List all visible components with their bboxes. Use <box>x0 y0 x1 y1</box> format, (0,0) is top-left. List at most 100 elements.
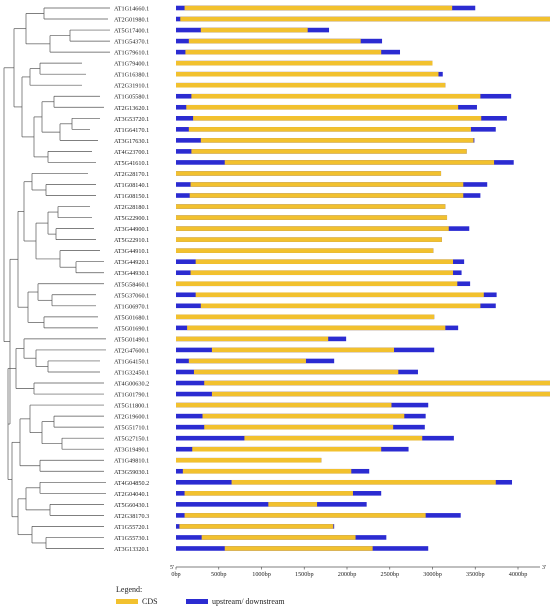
gene-label: AT5G27150.1 <box>114 436 149 443</box>
cds-bar <box>184 513 426 518</box>
three-prime-label: 3' <box>542 565 546 571</box>
cds-bar <box>176 314 435 320</box>
gene-label: AT4G04850.2 <box>114 480 149 487</box>
cds-bar <box>176 248 434 253</box>
gene-label: AT3G17630.1 <box>114 138 149 145</box>
gene-structure-bars <box>176 5 550 551</box>
gene-label: AT5G11800.1 <box>114 403 149 410</box>
gene-label: AT2G13620.1 <box>114 105 149 112</box>
cds-bar <box>190 182 464 187</box>
cds-bar <box>201 535 356 540</box>
gene-label: AT2G31910.1 <box>114 83 149 90</box>
cds-bar <box>184 491 353 496</box>
cds-bar <box>186 104 459 110</box>
gene-label: AT1G64170.1 <box>114 127 149 134</box>
utr-swatch <box>186 599 208 604</box>
cds-bar <box>180 16 550 22</box>
gene-label: AT1G79610.1 <box>114 50 149 57</box>
gene-label: AT4G23700.1 <box>114 149 149 156</box>
gene-label: AT3G59030.1 <box>114 469 149 476</box>
gene-label: AT1G01790.1 <box>114 392 149 399</box>
axis-tick-label: 500bp <box>211 571 226 578</box>
cds-bar <box>176 60 433 66</box>
cds-bar <box>204 424 394 430</box>
phylogenetic-tree <box>3 7 110 549</box>
cds-bar <box>190 270 454 276</box>
cds-bar <box>188 38 361 44</box>
legend: Legend: CDS upstream/ downstream <box>116 585 416 609</box>
cds-bar <box>200 27 308 33</box>
gene-label: AT4G00630.2 <box>114 381 149 388</box>
cds-bar <box>176 281 458 287</box>
cds-bar <box>200 138 474 143</box>
gene-id-labels: AT1G14660.1 AT2G01980.1 AT5G17400.1 AT1G543… <box>114 6 149 553</box>
cds-bar <box>195 259 454 264</box>
cds-bar <box>176 82 446 88</box>
cds-bar <box>176 215 448 220</box>
cds-bar <box>191 93 481 99</box>
gene-label: AT2G28170.1 <box>114 171 149 178</box>
length-axis: 0bp 500bp 1000bp 1500bp 2000bp 2500bp 3000bp 35… <box>170 565 546 578</box>
cds-bar <box>191 149 467 154</box>
cds-bar <box>188 127 471 132</box>
cds-bar <box>224 160 495 165</box>
five-prime-label: 5' <box>170 565 174 571</box>
axis-tick-label: 2500bp <box>380 571 399 578</box>
gene-label: AT3G44910.1 <box>114 248 149 255</box>
gene-label: AT1G14660.1 <box>114 6 149 13</box>
gene-label: AT1G49810.1 <box>114 458 149 465</box>
legend-cds-label: CDS <box>142 597 158 606</box>
axis-tick-label: 2000bp <box>338 571 357 578</box>
gene-label: AT2G04040.1 <box>114 491 149 498</box>
gene-label: AT5G01490.1 <box>114 336 149 343</box>
gene-label: AT1G55720.1 <box>114 524 149 531</box>
cds-bar <box>176 336 329 342</box>
gene-label: AT1G05580.1 <box>114 94 149 101</box>
cds-bar <box>185 49 382 55</box>
legend-item-cds: CDS <box>116 597 158 606</box>
cds-bar <box>193 116 482 121</box>
gene-label: AT3G53720.1 <box>114 116 149 123</box>
gene-label: AT1G16380.1 <box>114 72 149 79</box>
axis-tick-label: 4000bp <box>509 571 528 578</box>
gene-label: AT3G19490.1 <box>114 447 149 454</box>
cds-bar <box>176 171 442 176</box>
cds-bar <box>188 358 306 364</box>
cds-bar <box>176 71 439 77</box>
gene-label: AT5G41610.1 <box>114 160 149 167</box>
gene-label: AT1G79400.1 <box>114 61 149 68</box>
cds-bar <box>231 479 496 485</box>
gene-label: AT5G01690.1 <box>114 325 149 332</box>
axis-tick-label: 0bp <box>171 571 180 578</box>
gene-label: AT5G58460.1 <box>114 281 149 288</box>
gene-label: AT2G19600.1 <box>114 414 149 421</box>
cds-bar <box>224 546 373 551</box>
cds-bar <box>176 457 322 463</box>
gene-label: AT5G51710.1 <box>114 425 149 432</box>
axis-tick-label: 3000bp <box>423 571 442 578</box>
cds-bar <box>192 446 382 452</box>
cds-bar <box>176 237 442 242</box>
cds-bar <box>195 292 484 298</box>
cds-bar <box>204 380 550 386</box>
gene-label: AT3G44920.1 <box>114 259 149 266</box>
cds-bar <box>193 369 399 375</box>
cds-bar <box>189 193 464 198</box>
cds-swatch <box>116 599 138 604</box>
gene-label: AT1G08140.1 <box>114 182 149 189</box>
gene-label: AT1G54370.1 <box>114 39 149 46</box>
cds-bar <box>268 502 318 507</box>
axis-tick-label: 3500bp <box>466 571 485 578</box>
gene-label: AT3G13320.1 <box>114 546 149 553</box>
gene-label: AT5G60430.1 <box>114 502 149 509</box>
gene-label: AT1G64150.1 <box>114 358 149 365</box>
cds-bar <box>202 413 405 419</box>
cds-bar <box>176 402 392 408</box>
legend-utr-label: upstream/ downstream <box>212 597 285 606</box>
gene-label: AT1G06970.1 <box>114 303 149 310</box>
gene-label: AT5G37060.1 <box>114 292 149 299</box>
gene-label: AT1G08150.1 <box>114 193 149 200</box>
cds-bar <box>187 325 446 331</box>
legend-title: Legend: <box>116 585 143 594</box>
